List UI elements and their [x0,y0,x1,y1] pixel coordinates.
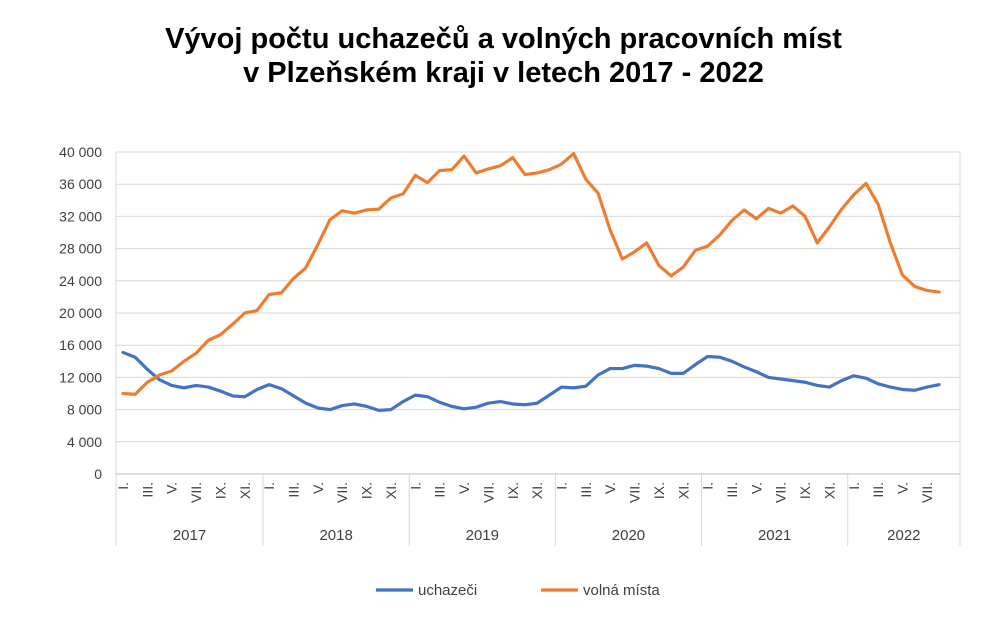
x-axis: I. III. V. VII. IX. XI. 2017 I. III. V. VII. IX. XI.… [115,473,961,546]
x-tick-label: III. [139,482,155,498]
x-tick-label: VII. [919,482,935,503]
year-label: 2022 [887,527,920,544]
x-tick-label: IX. [797,482,813,499]
y-tick-label: 36 000 [59,176,102,192]
chart-title-line-2: v Plzeňském kraji v letech 2017 - 2022 [243,57,764,89]
x-tick-label: V. [164,482,180,494]
y-tick-label: 16 000 [59,337,102,353]
x-tick-label: VII. [480,482,496,503]
y-axis: 0 4 000 8 000 12 000 16 000 20 000 24 000 28 00… [59,144,102,482]
x-tick-label: V. [456,482,472,494]
year-label: 2017 [173,527,206,544]
y-tick-label: 40 000 [59,144,102,160]
legend-label: volná místa [583,582,660,599]
y-tick-label: 8 000 [67,402,102,418]
x-tick-label: I. [553,482,569,490]
y-tick-label: 0 [94,466,102,482]
x-tick-label: VII. [627,482,643,503]
x-tick-label: VII. [334,482,350,503]
chart-title-line-1: Vývoj počtu uchazečů a volných pracovníc… [165,23,842,55]
x-tick-label: IX. [651,482,667,499]
x-tick-label: III. [286,482,302,498]
y-tick-label: 24 000 [59,273,102,289]
x-tick-label: I. [261,482,277,490]
x-tick-label: XI. [237,482,253,499]
year-label: 2020 [612,527,645,544]
x-tick-label: IX. [359,482,375,499]
year-label: 2018 [319,527,352,544]
year-label: 2021 [758,527,791,544]
x-tick-label: XI. [383,482,399,499]
x-tick-label: I. [115,482,131,490]
x-tick-label: V. [602,482,618,494]
x-tick-label: VII. [188,482,204,503]
legend: uchazeči volná místa [376,582,660,599]
x-tick-label: V. [748,482,764,494]
gridlines [115,151,961,475]
series-line-0 [121,350,941,412]
x-tick-label: V. [895,482,911,494]
x-tick-label: VII. [773,482,789,503]
x-tick-label: XI. [529,482,545,499]
x-tick-label: I. [846,482,862,490]
x-tick-label: IX. [212,482,228,499]
y-tick-label: 4 000 [67,434,102,450]
x-tick-label: III. [432,482,448,498]
x-tick-label: I. [407,482,423,490]
year-label: 2019 [466,527,499,544]
legend-label: uchazeči [418,582,477,599]
x-tick-label: V. [310,482,326,494]
y-tick-label: 32 000 [59,208,102,224]
y-tick-label: 12 000 [59,369,102,385]
x-tick-label: I. [700,482,716,490]
series-lines [121,152,941,412]
x-tick-label: XI. [675,482,691,499]
x-tick-label: III. [724,482,740,498]
series-line-1 [121,152,941,396]
x-tick-label: IX. [505,482,521,499]
x-tick-label: XI. [821,482,837,499]
y-tick-label: 28 000 [59,241,102,257]
y-tick-label: 20 000 [59,305,102,321]
chart-title: Vývoj počtu uchazečů a volných pracovníc… [0,22,1007,90]
x-tick-label: III. [578,482,594,498]
x-tick-label: III. [870,482,886,498]
